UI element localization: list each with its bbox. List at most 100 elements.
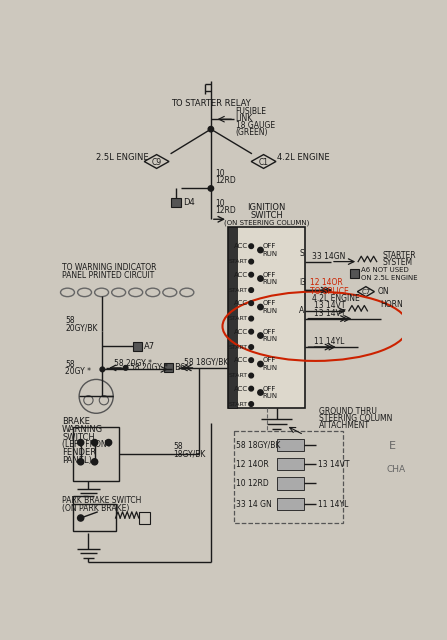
Text: CHA: CHA — [387, 465, 406, 474]
Text: 58 20GY *: 58 20GY * — [114, 359, 152, 368]
Text: 58 20GY *: 58 20GY * — [130, 364, 168, 372]
Circle shape — [258, 247, 263, 253]
Circle shape — [249, 373, 253, 378]
Text: RUN: RUN — [263, 280, 278, 285]
Text: ON 2.5L ENGINE: ON 2.5L ENGINE — [361, 275, 418, 281]
Bar — [277, 438, 304, 451]
Text: D4: D4 — [183, 198, 195, 207]
Text: RUN: RUN — [263, 365, 278, 371]
Text: 4.2L ENGINE: 4.2L ENGINE — [277, 153, 329, 162]
Circle shape — [249, 301, 253, 305]
Text: SWITCH: SWITCH — [62, 433, 95, 442]
Text: START: START — [229, 287, 248, 292]
Text: STARTER: STARTER — [383, 251, 417, 260]
Text: PARK BRAKE SWITCH: PARK BRAKE SWITCH — [62, 496, 141, 505]
Circle shape — [258, 390, 263, 395]
Text: (ON STEERING COLUMN): (ON STEERING COLUMN) — [224, 220, 309, 227]
Text: E: E — [389, 442, 396, 451]
Text: ACC: ACC — [234, 329, 248, 335]
Circle shape — [249, 316, 253, 321]
Bar — [277, 498, 304, 510]
Text: A6 NOT USED: A6 NOT USED — [361, 267, 409, 273]
Text: C9: C9 — [152, 158, 162, 167]
Circle shape — [258, 305, 263, 310]
Text: 10: 10 — [215, 199, 224, 209]
Text: A7: A7 — [143, 342, 155, 351]
Text: 13 14VT: 13 14VT — [314, 310, 346, 319]
Text: B6: B6 — [174, 364, 186, 372]
Text: 58 18GY/BK: 58 18GY/BK — [236, 440, 280, 449]
Text: 11 14YL: 11 14YL — [314, 337, 344, 346]
Bar — [73, 427, 119, 481]
Circle shape — [249, 330, 253, 334]
Bar — [73, 504, 116, 531]
Text: FUSIBLE: FUSIBLE — [236, 107, 267, 116]
Text: HORN: HORN — [380, 300, 403, 309]
Circle shape — [78, 440, 84, 445]
Text: ACC: ACC — [234, 243, 248, 249]
Text: SYSTEM: SYSTEM — [383, 258, 413, 267]
Text: (GREEN): (GREEN) — [236, 128, 268, 137]
Text: OFF: OFF — [263, 386, 276, 392]
Circle shape — [78, 515, 84, 521]
Bar — [277, 477, 304, 490]
Text: 10 12RD: 10 12RD — [236, 479, 269, 488]
Text: PANEL PRINTED CIRCUIT: PANEL PRINTED CIRCUIT — [62, 271, 154, 280]
Text: FENDER: FENDER — [62, 448, 96, 457]
Circle shape — [105, 440, 112, 445]
Text: I3: I3 — [299, 278, 306, 287]
Text: 13 14VT: 13 14VT — [318, 460, 349, 468]
Text: GROUND THRU: GROUND THRU — [319, 407, 377, 416]
Text: WARNING: WARNING — [62, 425, 103, 434]
Circle shape — [249, 358, 253, 362]
Circle shape — [208, 186, 214, 191]
Bar — [164, 364, 173, 372]
Text: TO STARTER RELAY: TO STARTER RELAY — [171, 99, 250, 108]
Bar — [350, 269, 359, 278]
Text: (LEFT FRONT: (LEFT FRONT — [62, 440, 111, 449]
Text: OFF: OFF — [263, 272, 276, 278]
Circle shape — [258, 362, 263, 367]
Text: START: START — [229, 373, 248, 378]
Text: RUN: RUN — [263, 251, 278, 257]
Text: 12RD: 12RD — [215, 176, 236, 185]
Text: RUN: RUN — [263, 337, 278, 342]
Text: ACC: ACC — [234, 272, 248, 278]
Circle shape — [249, 345, 253, 349]
Circle shape — [258, 333, 263, 338]
Text: START: START — [229, 259, 248, 264]
Text: START: START — [229, 401, 248, 406]
Text: OFF: OFF — [263, 329, 276, 335]
Bar — [171, 198, 181, 207]
Circle shape — [249, 402, 253, 406]
Text: S: S — [299, 250, 304, 259]
Circle shape — [249, 273, 253, 277]
Text: SWITCH: SWITCH — [250, 211, 283, 220]
Text: RUN: RUN — [263, 394, 278, 399]
Text: 58 18GY/BK: 58 18GY/BK — [184, 357, 228, 366]
Bar — [133, 342, 142, 351]
Text: OFF: OFF — [263, 357, 276, 363]
Text: A: A — [299, 307, 304, 316]
Text: ON: ON — [378, 287, 389, 296]
Text: STEERING COLUMN: STEERING COLUMN — [319, 414, 393, 423]
Circle shape — [249, 244, 253, 248]
Text: (ON PARK BRAKE): (ON PARK BRAKE) — [62, 504, 130, 513]
Circle shape — [249, 288, 253, 292]
Text: START: START — [229, 316, 248, 321]
Bar — [228, 227, 237, 408]
Text: TO SPLICE: TO SPLICE — [310, 287, 349, 296]
Text: 10: 10 — [215, 170, 224, 179]
Text: 33 14 GN: 33 14 GN — [236, 500, 271, 509]
Circle shape — [92, 440, 98, 445]
Circle shape — [92, 459, 98, 465]
Text: ATTACHMENT: ATTACHMENT — [319, 421, 371, 430]
Text: LINK: LINK — [236, 114, 253, 123]
Text: 20GY/BK: 20GY/BK — [65, 323, 98, 332]
Text: RUN: RUN — [263, 308, 278, 314]
Text: 12 14OR: 12 14OR — [310, 278, 343, 287]
Text: TO WARNING INDICATOR: TO WARNING INDICATOR — [62, 263, 156, 272]
Text: C1: C1 — [258, 158, 269, 167]
Text: ACC: ACC — [234, 300, 248, 306]
Text: 33 14GN: 33 14GN — [312, 252, 345, 260]
